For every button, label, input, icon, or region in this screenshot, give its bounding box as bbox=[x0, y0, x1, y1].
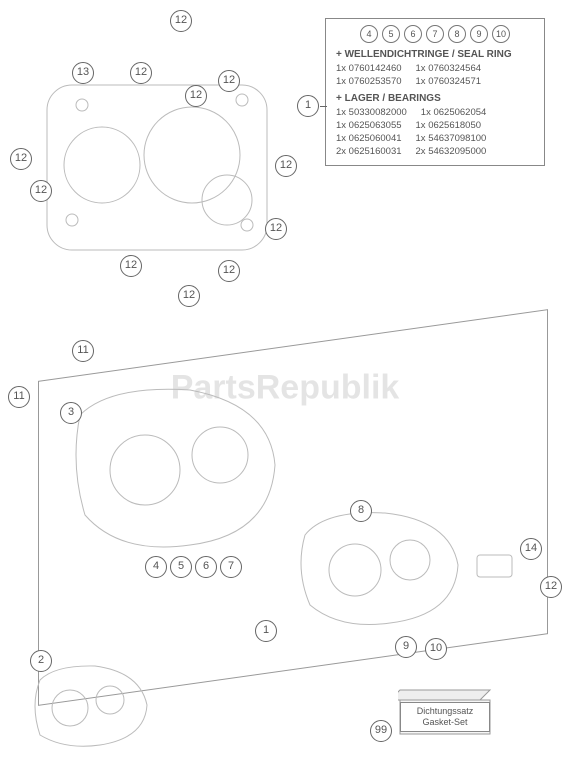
bearing-row-2: 1x 0625060041 1x 54637098100 bbox=[336, 132, 534, 145]
part-b-2-1: 1x 54637098100 bbox=[416, 132, 487, 145]
callout-bottom-4-label-5: 5 bbox=[170, 556, 192, 578]
callout-bottom-2-label-3: 3 bbox=[60, 402, 82, 424]
callout-top-11-label-12: 12 bbox=[218, 260, 240, 282]
callout-top-3-label-12: 12 bbox=[185, 85, 207, 107]
callout-bottom-6-label-7: 7 bbox=[220, 556, 242, 578]
callout-bottom-13-label-2: 2 bbox=[30, 650, 52, 672]
callout-bottom-8-label-1: 1 bbox=[255, 620, 277, 642]
info-header-callouts: 4 5 6 7 8 9 10 bbox=[336, 25, 534, 43]
gasket-line-1: Dichtungssatz bbox=[407, 706, 483, 717]
callout-bottom-9-label-9: 9 bbox=[395, 636, 417, 658]
section-bearings-title: + LAGER / BEARINGS bbox=[336, 93, 534, 104]
bearing-row-0: 1x 50330082000 1x 0625062054 bbox=[336, 106, 534, 119]
seal-row-1: 1x 0760253570 1x 0760324571 bbox=[336, 75, 534, 88]
callout-top-9-label-12: 12 bbox=[120, 255, 142, 277]
callout-top-6-label-12: 12 bbox=[30, 180, 52, 202]
callout-top-7-label-12: 12 bbox=[275, 155, 297, 177]
callout-top-5-label-12: 12 bbox=[10, 148, 32, 170]
part-sr-0-0: 1x 0760142460 bbox=[336, 62, 402, 75]
callout-top-4-label-12: 12 bbox=[218, 70, 240, 92]
engine-half-left-outline bbox=[60, 375, 290, 565]
gasket-set-box: Dichtungssatz Gasket-Set bbox=[400, 702, 490, 732]
info-callout-10: 10 bbox=[492, 25, 510, 43]
gasket-outline bbox=[25, 660, 155, 755]
part-b-1-1: 1x 0625618050 bbox=[416, 119, 482, 132]
part-sr-0-1: 1x 0760324564 bbox=[416, 62, 482, 75]
part-sr-1-0: 1x 0760253570 bbox=[336, 75, 402, 88]
part-b-2-0: 1x 0625060041 bbox=[336, 132, 402, 145]
info-callout-8: 8 bbox=[448, 25, 466, 43]
callout-top-1-label-12: 12 bbox=[130, 62, 152, 84]
callout-bottom-7-label-8: 8 bbox=[350, 500, 372, 522]
part-sr-1-1: 1x 0760324571 bbox=[416, 75, 482, 88]
info-callout-7: 7 bbox=[426, 25, 444, 43]
info-callout-9: 9 bbox=[470, 25, 488, 43]
info-callout-5: 5 bbox=[382, 25, 400, 43]
part-b-0-1: 1x 0625062054 bbox=[421, 106, 487, 119]
callout-top-2-label-13: 13 bbox=[72, 62, 94, 84]
callout-bottom-10-label-10: 10 bbox=[425, 638, 447, 660]
gasket-line-2: Gasket-Set bbox=[407, 717, 483, 728]
engine-top-outline bbox=[42, 55, 277, 265]
callout-bottom-1-label-11: 11 bbox=[8, 386, 30, 408]
bracket-outline bbox=[475, 550, 520, 585]
bearing-row-3: 2x 0625160031 2x 54632095000 bbox=[336, 145, 534, 158]
callout-bottom-12-label-12: 12 bbox=[540, 576, 562, 598]
info-callout-4: 4 bbox=[360, 25, 378, 43]
bearing-row-1: 1x 0625063055 1x 0625618050 bbox=[336, 119, 534, 132]
callout-info-1: 1 bbox=[297, 95, 319, 117]
part-b-0-0: 1x 50330082000 bbox=[336, 106, 407, 119]
part-b-3-0: 2x 0625160031 bbox=[336, 145, 402, 158]
seal-row-0: 1x 0760142460 1x 0760324564 bbox=[336, 62, 534, 75]
leader-info-1 bbox=[320, 106, 327, 107]
callout-top-8-label-12: 12 bbox=[265, 218, 287, 240]
callout-top-10-label-12: 12 bbox=[178, 285, 200, 307]
info-callout-6: 6 bbox=[404, 25, 422, 43]
callout-bottom-3-label-4: 4 bbox=[145, 556, 167, 578]
part-b-1-0: 1x 0625063055 bbox=[336, 119, 402, 132]
part-b-3-1: 2x 54632095000 bbox=[416, 145, 487, 158]
section-seal-ring-title: + WELLENDICHTRINGE / SEAL RING bbox=[336, 49, 534, 60]
callout-top-0-label-12: 12 bbox=[170, 10, 192, 32]
callout-bottom-11-label-14: 14 bbox=[520, 538, 542, 560]
callout-bottom-14-label-99: 99 bbox=[370, 720, 392, 742]
parts-info-box: 4 5 6 7 8 9 10 + WELLENDICHTRINGE / SEAL… bbox=[325, 18, 545, 166]
callout-bottom-0-label-11: 11 bbox=[72, 340, 94, 362]
callout-bottom-5-label-6: 6 bbox=[195, 556, 217, 578]
engine-half-right-outline bbox=[290, 505, 470, 635]
